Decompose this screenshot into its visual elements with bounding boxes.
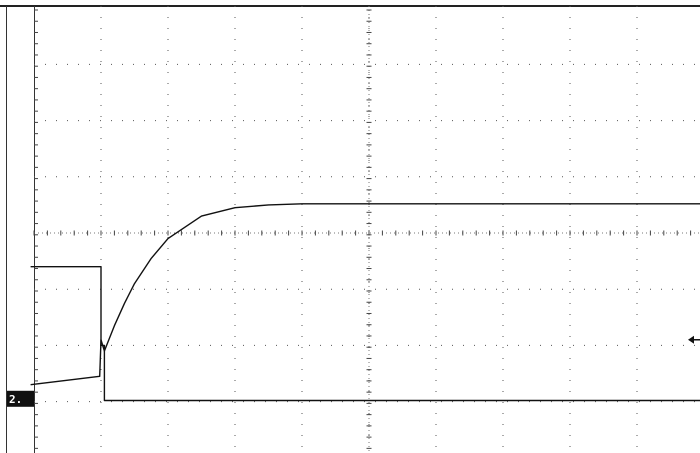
trigger-level-arrow [688, 335, 694, 344]
trace-2 [30, 266, 700, 402]
channel-marker-label: 2. [9, 393, 22, 406]
channel-marker [7, 390, 34, 407]
